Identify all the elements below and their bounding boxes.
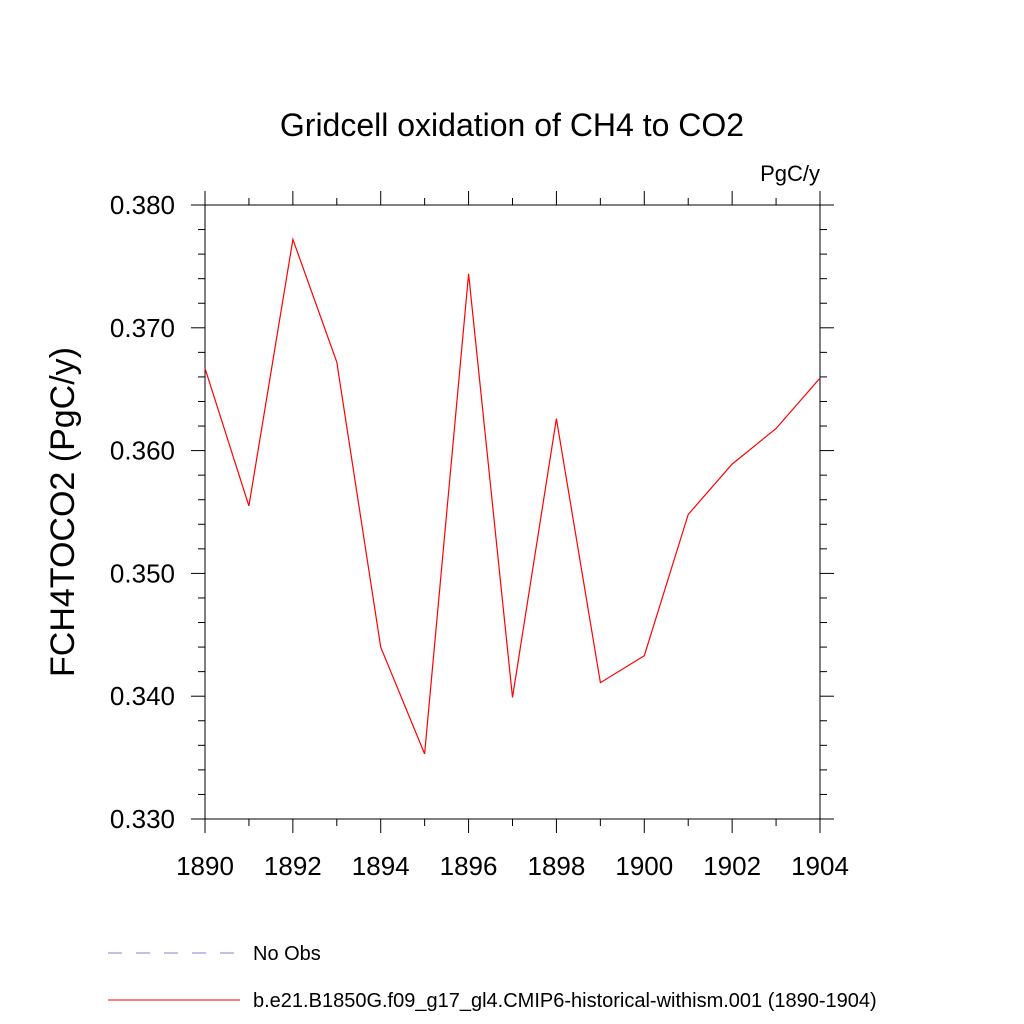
legend-label-no-obs: No Obs <box>253 943 321 965</box>
chart-title: Gridcell oxidation of CH4 to CO2 <box>280 107 744 143</box>
x-tick-labels: 1890 1892 1894 1896 1898 1900 1902 1904 <box>176 851 849 881</box>
x-tick-label: 1894 <box>352 851 410 881</box>
x-tick-label: 1890 <box>176 851 234 881</box>
x-tick-label: 1896 <box>440 851 498 881</box>
y-tick-label: 0.370 <box>110 313 175 343</box>
series-line <box>204 237 821 755</box>
units-label: PgC/y <box>760 161 820 186</box>
data-series <box>204 237 821 755</box>
y-tick-labels: 0.330 0.340 0.350 0.360 0.370 0.380 <box>110 190 175 834</box>
x-tick-label: 1898 <box>528 851 586 881</box>
y-tick-label: 0.350 <box>110 558 175 588</box>
y-tick-label: 0.340 <box>110 681 175 711</box>
legend: No Obs b.e21.B1850G.f09_g17_gl4.CMIP6-hi… <box>108 943 877 1012</box>
y-tick-label: 0.360 <box>110 436 175 466</box>
x-tick-label: 1904 <box>791 851 849 881</box>
x-tick-label: 1902 <box>703 851 761 881</box>
legend-label-model-run: b.e21.B1850G.f09_g17_gl4.CMIP6-historica… <box>253 990 877 1012</box>
y-tick-label: 0.380 <box>110 190 175 220</box>
x-tick-label: 1900 <box>615 851 673 881</box>
axis-ticks <box>191 191 834 833</box>
plot-frame <box>204 204 821 820</box>
x-tick-label: 1892 <box>264 851 322 881</box>
y-axis-label: FCH4TOCO2 (PgC/y) <box>44 347 82 677</box>
y-tick-label: 0.330 <box>110 804 175 834</box>
